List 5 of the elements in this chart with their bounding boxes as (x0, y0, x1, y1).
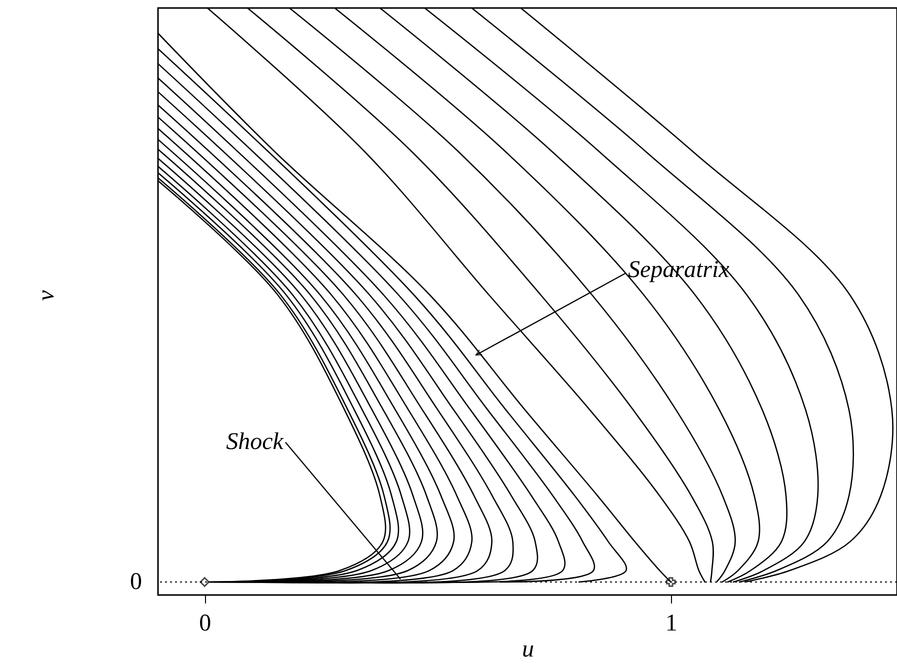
y-axis-title: v (34, 290, 60, 301)
annotation: Shock (226, 429, 284, 456)
text: 0 (130, 569, 142, 595)
x-tick-label: 1 (665, 610, 678, 636)
x-axis-title: u (522, 636, 534, 662)
